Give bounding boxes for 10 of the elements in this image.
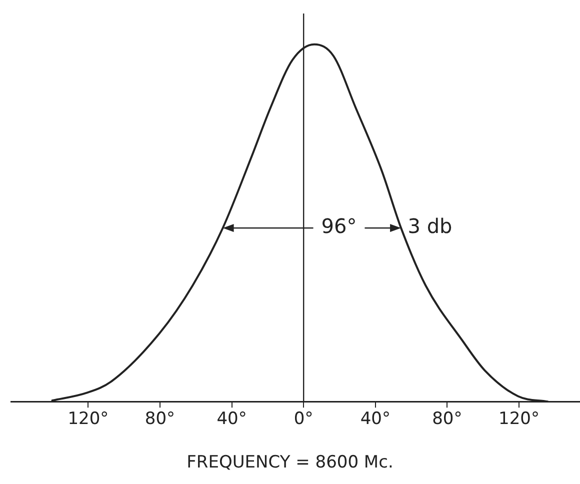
annotation: 3 db	[408, 214, 452, 238]
x-tick-label: 0°	[294, 409, 314, 430]
text: FREQUENCY = 8600 Mc.	[186, 452, 394, 472]
x-tick-label: 40°	[216, 409, 247, 430]
x-tick-label: 40°	[360, 409, 390, 430]
annotation: 96°	[321, 214, 357, 238]
x-tick-label: 120°	[498, 409, 540, 430]
x-tick-label: 120°	[68, 409, 109, 430]
x-tick-label: 80°	[144, 409, 176, 430]
x-tick-label: 80°	[432, 409, 462, 430]
